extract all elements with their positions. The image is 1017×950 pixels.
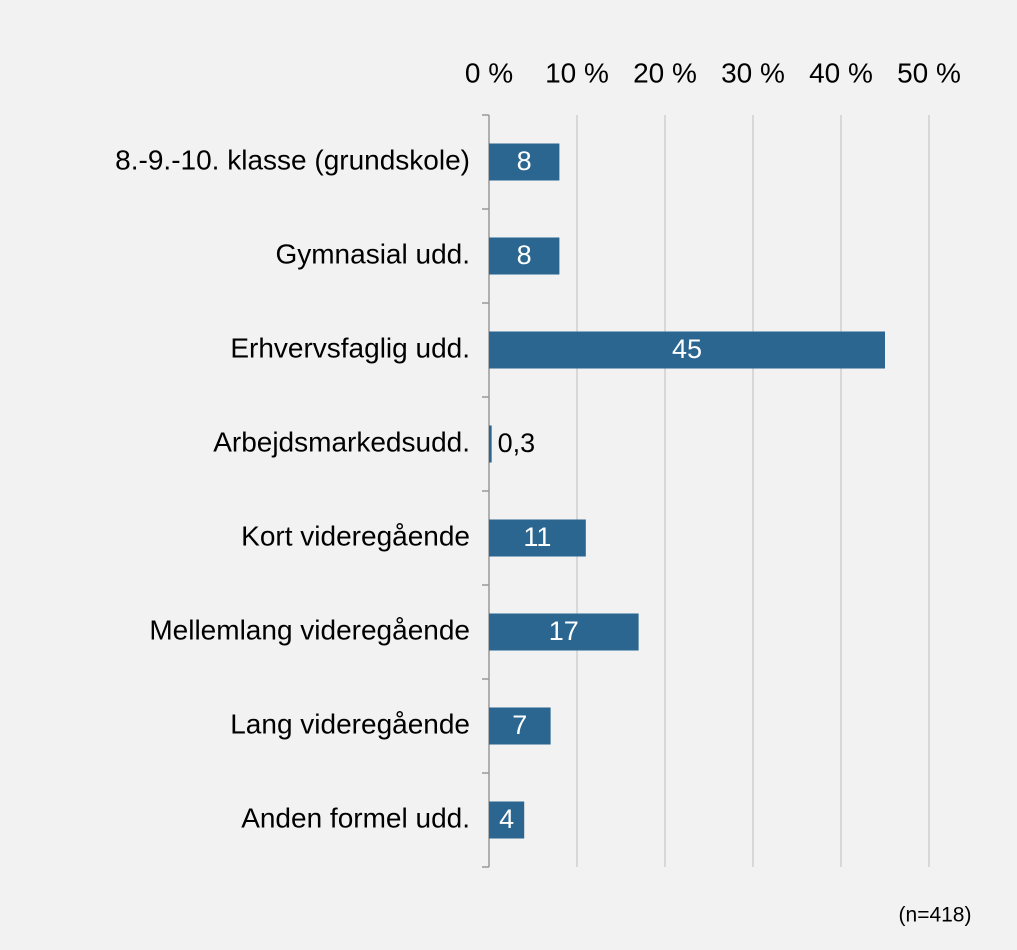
bar [489, 707, 551, 745]
y-tick-label: Gymnasial udd. [275, 238, 470, 269]
y-tick-label: Arbejdsmarkedsudd. [213, 426, 470, 457]
bar [489, 331, 885, 369]
bar [489, 143, 560, 181]
bar [489, 801, 525, 839]
x-tick-label: 20 % [633, 57, 697, 88]
value-label: 8 [517, 240, 532, 270]
bar [489, 237, 560, 275]
x-tick-label: 30 % [721, 57, 785, 88]
value-label: 0,3 [498, 428, 536, 458]
x-tick-label: 0 % [465, 57, 513, 88]
value-label: 17 [549, 616, 579, 646]
value-label: 45 [672, 334, 702, 364]
value-label: 8 [517, 146, 532, 176]
y-tick-label: Erhvervsfaglig udd. [230, 332, 470, 363]
x-tick-label: 40 % [809, 57, 873, 88]
bar [489, 425, 492, 463]
y-tick-label: Anden formel udd. [241, 802, 470, 833]
y-tick-label: 8.-9.-10. klasse (grundskole) [115, 144, 470, 175]
value-label: 7 [512, 710, 527, 740]
value-label: 11 [523, 522, 551, 552]
bar [489, 613, 639, 651]
x-tick-label: 10 % [545, 57, 609, 88]
x-tick-label: 50 % [897, 57, 961, 88]
y-tick-label: Mellemlang videregående [149, 614, 470, 645]
value-label: 4 [499, 804, 514, 834]
bar [489, 519, 586, 557]
y-tick-label: Kort videregående [241, 520, 470, 551]
sample-size-note: (n=418) [899, 904, 972, 927]
y-tick-label: Lang videregående [230, 708, 470, 739]
